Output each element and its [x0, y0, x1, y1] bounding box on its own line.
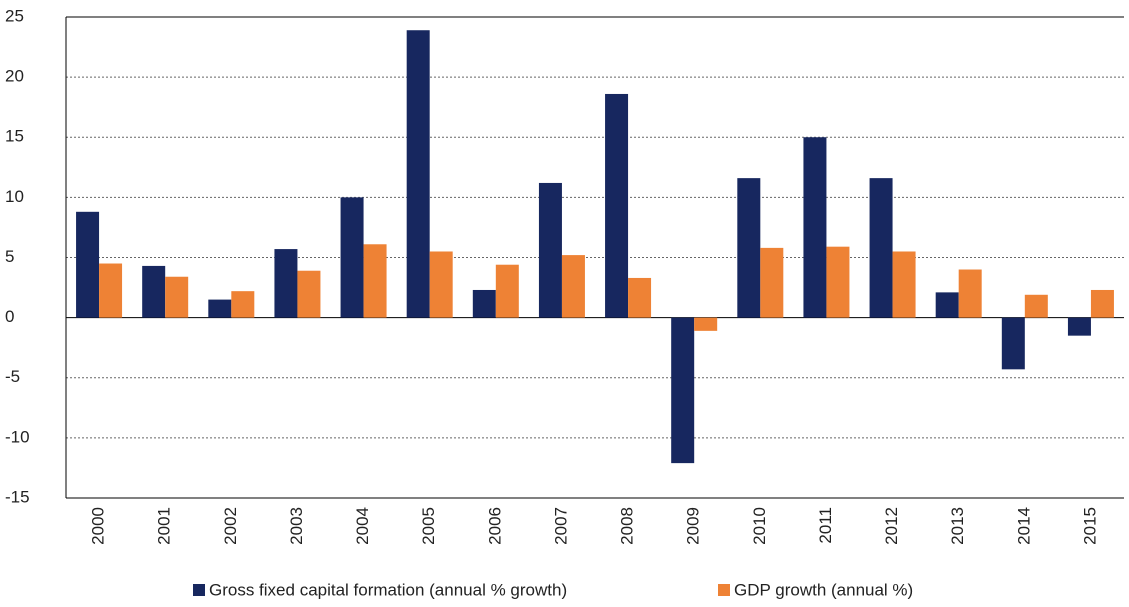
y-tick-label: -10	[5, 427, 30, 446]
legend-swatch	[718, 584, 730, 596]
y-tick-label: 0	[5, 307, 14, 326]
x-tick-label: 2014	[1014, 507, 1033, 545]
bar	[737, 178, 761, 318]
bar	[429, 251, 453, 318]
legend-swatch	[193, 584, 205, 596]
bar	[76, 211, 100, 318]
bar	[495, 264, 519, 318]
bar	[165, 276, 189, 318]
y-tick-label: 20	[5, 67, 24, 86]
bar	[340, 197, 364, 318]
x-tick-label: 2010	[750, 507, 769, 545]
x-tick-label: 2003	[287, 507, 306, 545]
y-tick-label: -5	[5, 367, 20, 386]
bar	[561, 255, 585, 318]
legend-label: GDP growth (annual %)	[734, 580, 913, 599]
x-tick-label: 2013	[948, 507, 967, 545]
bar	[826, 246, 850, 318]
legend-label: Gross fixed capital formation (annual % …	[209, 580, 567, 599]
y-tick-label: 5	[5, 247, 14, 266]
bar	[1001, 317, 1025, 370]
bar	[472, 289, 496, 318]
bar	[1067, 317, 1091, 336]
y-tick-label: 25	[5, 6, 24, 25]
x-tick-label: 2006	[485, 507, 504, 545]
bar	[935, 292, 959, 318]
x-tick-label: 2008	[618, 507, 637, 545]
bar	[231, 291, 255, 318]
bar	[803, 137, 827, 318]
bar	[958, 269, 982, 318]
x-tick-label: 2011	[816, 507, 835, 544]
y-tick-label: 10	[5, 187, 24, 206]
bar	[671, 317, 695, 464]
x-tick-label: 2000	[89, 507, 108, 545]
bar	[208, 299, 232, 318]
bar	[297, 270, 321, 318]
x-tick-label: 2004	[353, 507, 372, 545]
bar	[538, 182, 562, 318]
x-tick-label: 2007	[551, 507, 570, 545]
bar	[1090, 289, 1114, 318]
x-tick-label: 2009	[684, 507, 703, 545]
bar	[99, 263, 123, 318]
x-tick-label: 2002	[221, 507, 240, 545]
bar	[892, 251, 916, 318]
x-tick-label: 2001	[155, 507, 174, 545]
x-tick-label: 2015	[1080, 507, 1099, 545]
bar	[142, 265, 166, 318]
bar	[406, 30, 430, 318]
bar	[869, 178, 893, 318]
x-tick-label: 2005	[419, 507, 438, 545]
bar	[760, 247, 784, 318]
bar	[628, 277, 652, 318]
bar	[694, 317, 718, 331]
bar	[1024, 294, 1048, 318]
bar	[274, 249, 298, 318]
bar	[363, 244, 387, 318]
bar	[605, 93, 629, 318]
y-tick-label: -15	[5, 487, 30, 506]
y-tick-label: 15	[5, 127, 24, 146]
x-tick-label: 2012	[882, 507, 901, 545]
